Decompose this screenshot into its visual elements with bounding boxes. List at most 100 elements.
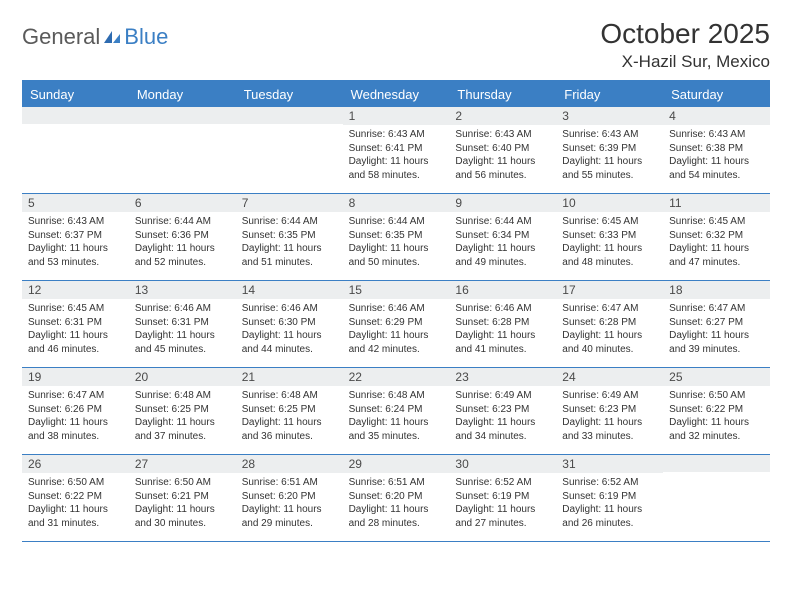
calendar-cell: 7Sunrise: 6:44 AMSunset: 6:35 PMDaylight…: [236, 194, 343, 280]
day-number: 7: [236, 194, 343, 212]
day-details: Sunrise: 6:50 AMSunset: 6:21 PMDaylight:…: [129, 473, 236, 534]
weekday-thu: Thursday: [449, 82, 556, 107]
calendar-cell: 25Sunrise: 6:50 AMSunset: 6:22 PMDayligh…: [663, 368, 770, 454]
day-number: 21: [236, 368, 343, 386]
day-details: Sunrise: 6:52 AMSunset: 6:19 PMDaylight:…: [556, 473, 663, 534]
calendar-cell: 19Sunrise: 6:47 AMSunset: 6:26 PMDayligh…: [22, 368, 129, 454]
calendar-week: 1Sunrise: 6:43 AMSunset: 6:41 PMDaylight…: [22, 107, 770, 194]
weekday-tue: Tuesday: [236, 82, 343, 107]
weekday-sun: Sunday: [22, 82, 129, 107]
calendar-cell: 1Sunrise: 6:43 AMSunset: 6:41 PMDaylight…: [343, 107, 450, 193]
calendar-cell: 21Sunrise: 6:48 AMSunset: 6:25 PMDayligh…: [236, 368, 343, 454]
calendar-cell: 8Sunrise: 6:44 AMSunset: 6:35 PMDaylight…: [343, 194, 450, 280]
calendar-cell: 5Sunrise: 6:43 AMSunset: 6:37 PMDaylight…: [22, 194, 129, 280]
day-details: Sunrise: 6:46 AMSunset: 6:28 PMDaylight:…: [449, 299, 556, 360]
day-number: 13: [129, 281, 236, 299]
brand-text-1: General: [22, 24, 100, 50]
day-number: 14: [236, 281, 343, 299]
day-number: 12: [22, 281, 129, 299]
calendar-cell: 2Sunrise: 6:43 AMSunset: 6:40 PMDaylight…: [449, 107, 556, 193]
day-number: 17: [556, 281, 663, 299]
day-number: 15: [343, 281, 450, 299]
day-number: 29: [343, 455, 450, 473]
day-details: Sunrise: 6:51 AMSunset: 6:20 PMDaylight:…: [343, 473, 450, 534]
calendar-cell: 17Sunrise: 6:47 AMSunset: 6:28 PMDayligh…: [556, 281, 663, 367]
day-details: Sunrise: 6:44 AMSunset: 6:35 PMDaylight:…: [343, 212, 450, 273]
day-details: Sunrise: 6:44 AMSunset: 6:34 PMDaylight:…: [449, 212, 556, 273]
brand-logo: General Blue: [22, 18, 168, 50]
day-number: 3: [556, 107, 663, 125]
calendar-cell: 4Sunrise: 6:43 AMSunset: 6:38 PMDaylight…: [663, 107, 770, 193]
day-details: Sunrise: 6:45 AMSunset: 6:32 PMDaylight:…: [663, 212, 770, 273]
calendar-cell: [663, 455, 770, 541]
calendar-week: 5Sunrise: 6:43 AMSunset: 6:37 PMDaylight…: [22, 194, 770, 281]
calendar-week: 26Sunrise: 6:50 AMSunset: 6:22 PMDayligh…: [22, 455, 770, 542]
day-number: 8: [343, 194, 450, 212]
day-details: Sunrise: 6:48 AMSunset: 6:24 PMDaylight:…: [343, 386, 450, 447]
day-details: Sunrise: 6:46 AMSunset: 6:30 PMDaylight:…: [236, 299, 343, 360]
calendar-cell: 27Sunrise: 6:50 AMSunset: 6:21 PMDayligh…: [129, 455, 236, 541]
day-number: 20: [129, 368, 236, 386]
sail-icon: [102, 29, 122, 45]
day-number: 26: [22, 455, 129, 473]
day-number: 24: [556, 368, 663, 386]
calendar-cell: 23Sunrise: 6:49 AMSunset: 6:23 PMDayligh…: [449, 368, 556, 454]
calendar-week: 19Sunrise: 6:47 AMSunset: 6:26 PMDayligh…: [22, 368, 770, 455]
day-number: [22, 107, 129, 124]
day-details: Sunrise: 6:50 AMSunset: 6:22 PMDaylight:…: [22, 473, 129, 534]
day-details: Sunrise: 6:51 AMSunset: 6:20 PMDaylight:…: [236, 473, 343, 534]
day-number: 5: [22, 194, 129, 212]
calendar-cell: 16Sunrise: 6:46 AMSunset: 6:28 PMDayligh…: [449, 281, 556, 367]
day-details: Sunrise: 6:47 AMSunset: 6:26 PMDaylight:…: [22, 386, 129, 447]
calendar-cell: 3Sunrise: 6:43 AMSunset: 6:39 PMDaylight…: [556, 107, 663, 193]
day-number: 18: [663, 281, 770, 299]
day-number: 23: [449, 368, 556, 386]
calendar-cell: 14Sunrise: 6:46 AMSunset: 6:30 PMDayligh…: [236, 281, 343, 367]
day-details: Sunrise: 6:45 AMSunset: 6:31 PMDaylight:…: [22, 299, 129, 360]
calendar-cell: 26Sunrise: 6:50 AMSunset: 6:22 PMDayligh…: [22, 455, 129, 541]
calendar-cell: 18Sunrise: 6:47 AMSunset: 6:27 PMDayligh…: [663, 281, 770, 367]
day-number: 6: [129, 194, 236, 212]
calendar-week: 12Sunrise: 6:45 AMSunset: 6:31 PMDayligh…: [22, 281, 770, 368]
day-details: Sunrise: 6:43 AMSunset: 6:37 PMDaylight:…: [22, 212, 129, 273]
calendar-cell: [236, 107, 343, 193]
day-number: 30: [449, 455, 556, 473]
day-details: Sunrise: 6:50 AMSunset: 6:22 PMDaylight:…: [663, 386, 770, 447]
day-number: 16: [449, 281, 556, 299]
calendar-cell: 9Sunrise: 6:44 AMSunset: 6:34 PMDaylight…: [449, 194, 556, 280]
calendar-cell: 11Sunrise: 6:45 AMSunset: 6:32 PMDayligh…: [663, 194, 770, 280]
day-details: Sunrise: 6:44 AMSunset: 6:35 PMDaylight:…: [236, 212, 343, 273]
calendar-cell: 10Sunrise: 6:45 AMSunset: 6:33 PMDayligh…: [556, 194, 663, 280]
month-title: October 2025: [600, 18, 770, 50]
calendar-cell: 15Sunrise: 6:46 AMSunset: 6:29 PMDayligh…: [343, 281, 450, 367]
weekday-mon: Monday: [129, 82, 236, 107]
calendar-cell: 22Sunrise: 6:48 AMSunset: 6:24 PMDayligh…: [343, 368, 450, 454]
day-details: Sunrise: 6:43 AMSunset: 6:39 PMDaylight:…: [556, 125, 663, 186]
calendar-cell: 12Sunrise: 6:45 AMSunset: 6:31 PMDayligh…: [22, 281, 129, 367]
day-number: 22: [343, 368, 450, 386]
calendar-page: General Blue October 2025 X-Hazil Sur, M…: [0, 0, 792, 552]
title-block: October 2025 X-Hazil Sur, Mexico: [600, 18, 770, 72]
calendar-cell: 20Sunrise: 6:48 AMSunset: 6:25 PMDayligh…: [129, 368, 236, 454]
day-number: 27: [129, 455, 236, 473]
calendar-grid: Sunday Monday Tuesday Wednesday Thursday…: [22, 80, 770, 542]
calendar-cell: [129, 107, 236, 193]
day-number: 1: [343, 107, 450, 125]
day-number: 9: [449, 194, 556, 212]
day-details: Sunrise: 6:45 AMSunset: 6:33 PMDaylight:…: [556, 212, 663, 273]
calendar-cell: 28Sunrise: 6:51 AMSunset: 6:20 PMDayligh…: [236, 455, 343, 541]
day-number: [663, 455, 770, 472]
day-details: Sunrise: 6:52 AMSunset: 6:19 PMDaylight:…: [449, 473, 556, 534]
day-details: Sunrise: 6:43 AMSunset: 6:41 PMDaylight:…: [343, 125, 450, 186]
weekday-wed: Wednesday: [343, 82, 450, 107]
day-details: Sunrise: 6:47 AMSunset: 6:27 PMDaylight:…: [663, 299, 770, 360]
day-details: Sunrise: 6:49 AMSunset: 6:23 PMDaylight:…: [556, 386, 663, 447]
weekday-header: Sunday Monday Tuesday Wednesday Thursday…: [22, 82, 770, 107]
calendar-cell: 31Sunrise: 6:52 AMSunset: 6:19 PMDayligh…: [556, 455, 663, 541]
day-number: 10: [556, 194, 663, 212]
day-number: 25: [663, 368, 770, 386]
day-number: [129, 107, 236, 124]
day-details: Sunrise: 6:43 AMSunset: 6:40 PMDaylight:…: [449, 125, 556, 186]
day-details: Sunrise: 6:46 AMSunset: 6:31 PMDaylight:…: [129, 299, 236, 360]
calendar-cell: 30Sunrise: 6:52 AMSunset: 6:19 PMDayligh…: [449, 455, 556, 541]
